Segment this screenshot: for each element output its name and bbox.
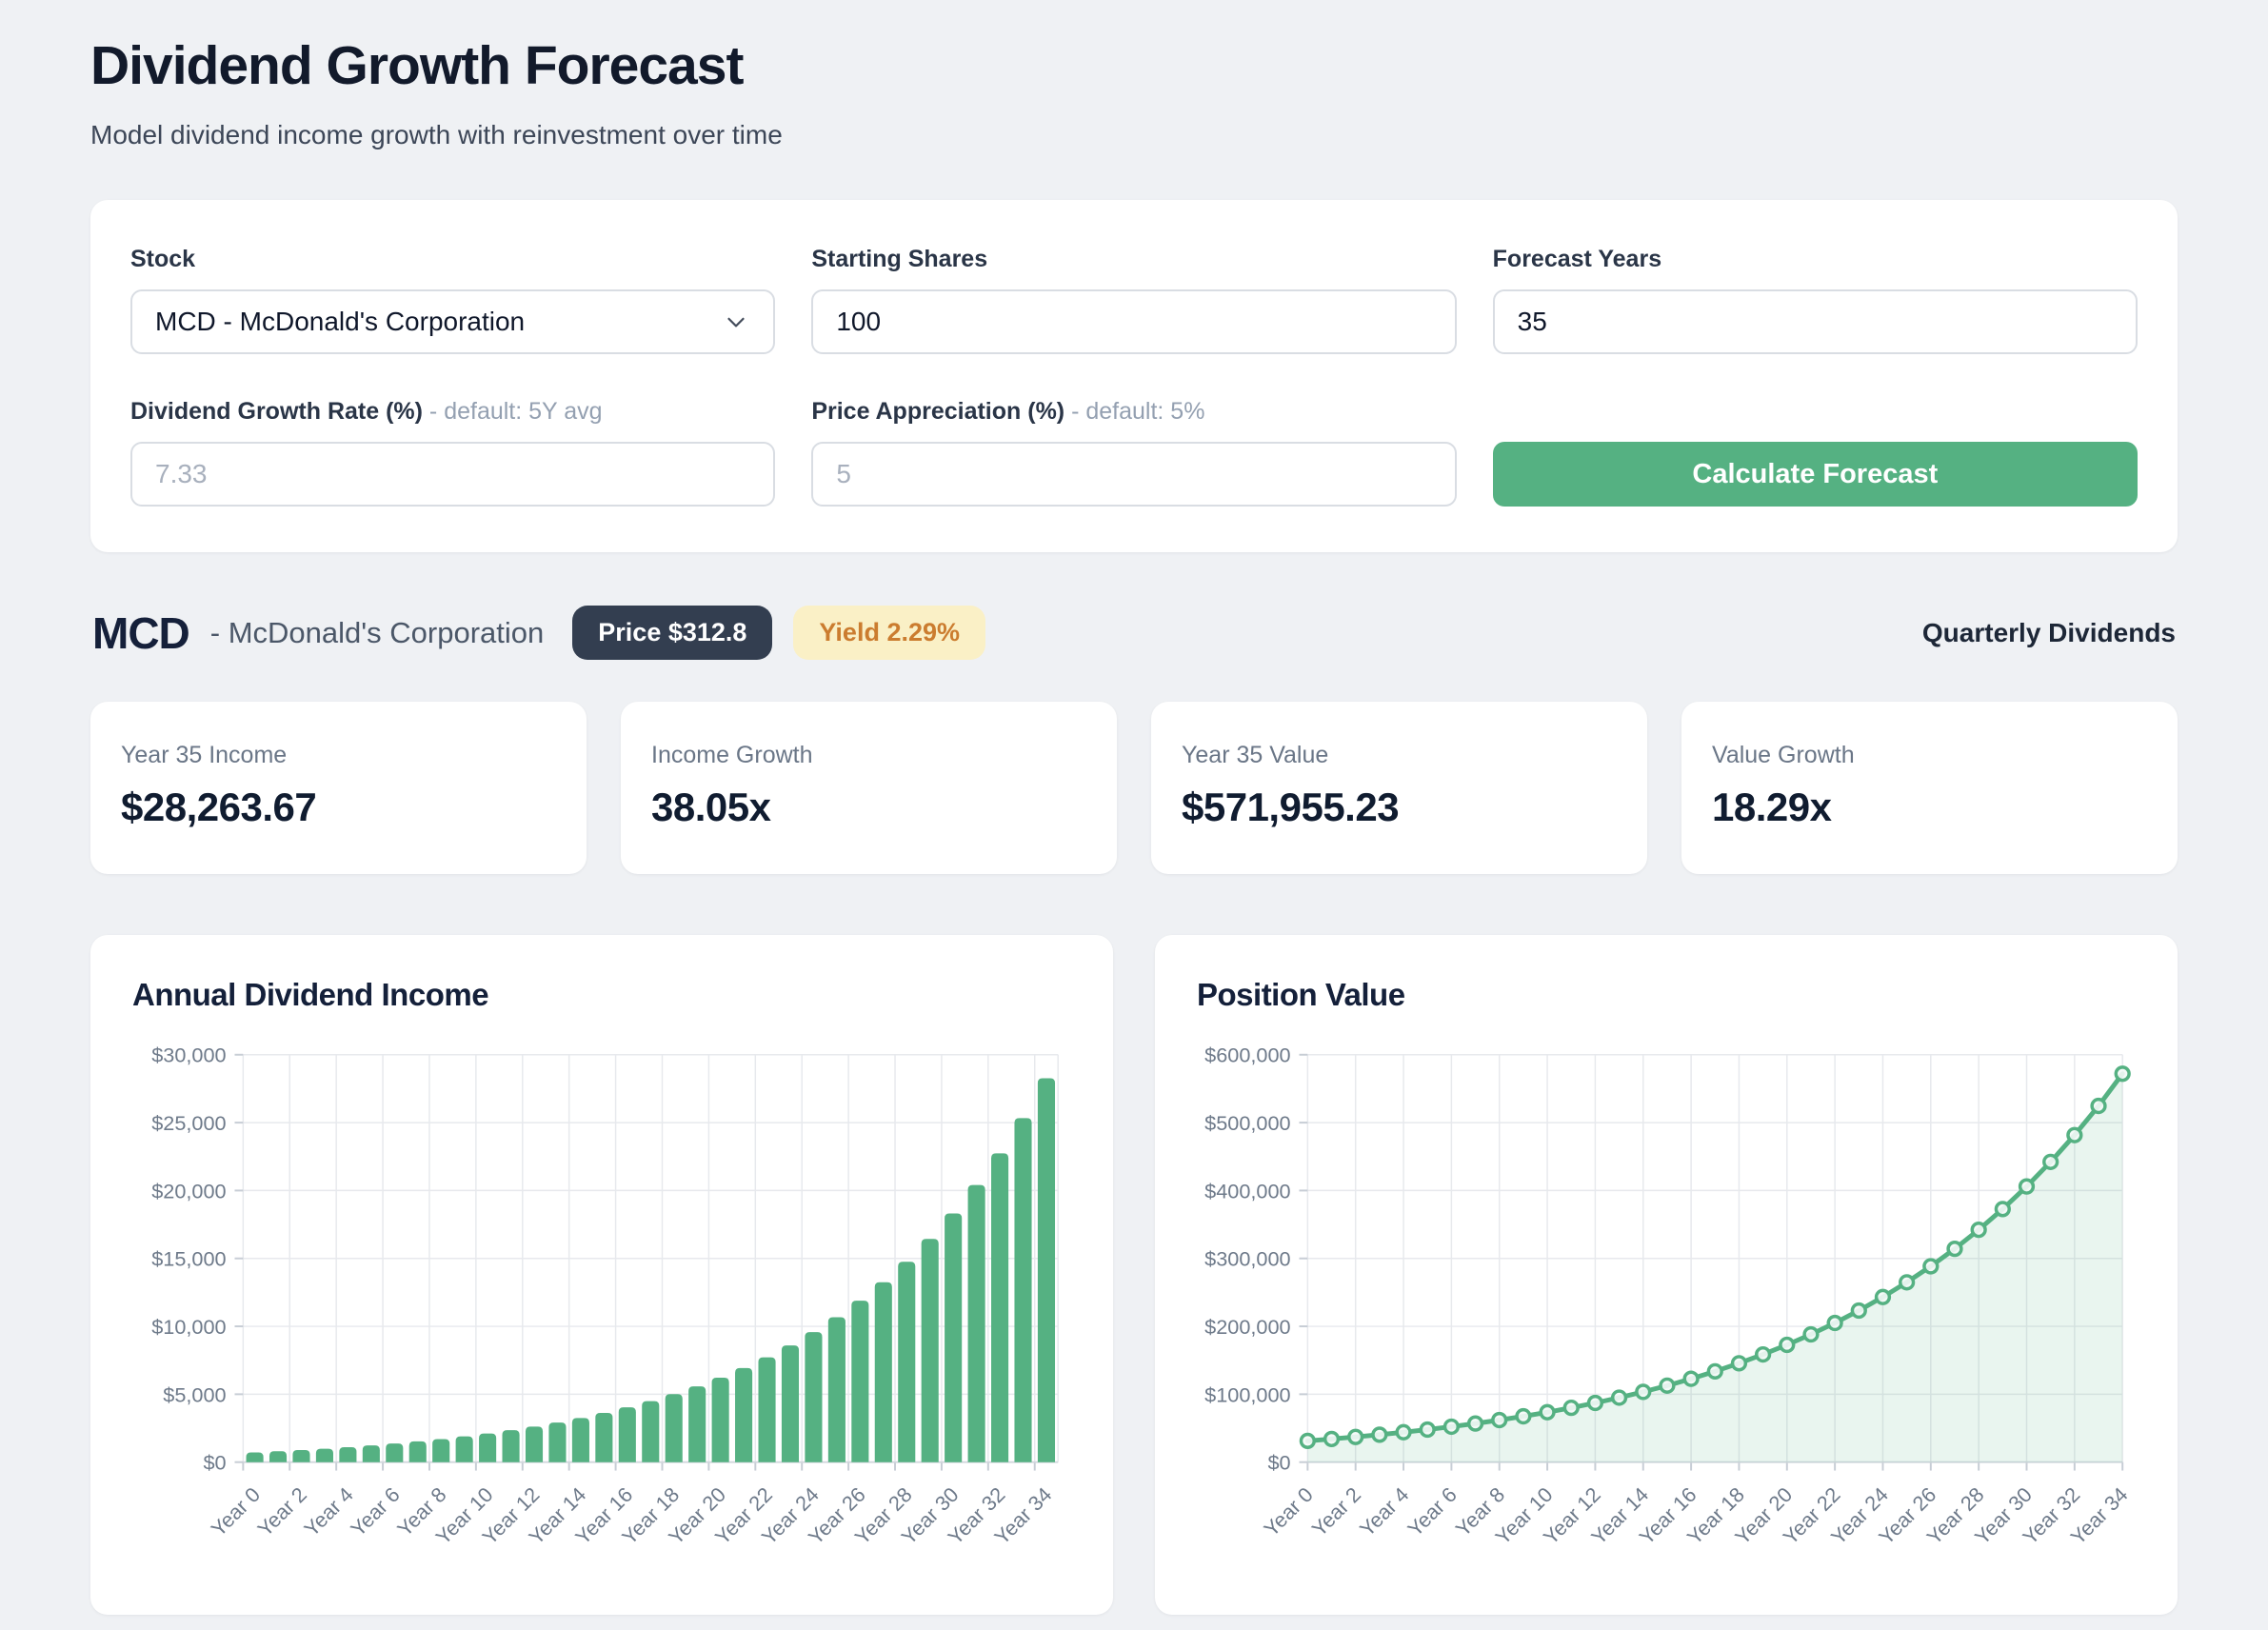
dividend-growth-label: Dividend Growth Rate (%) - default: 5Y a…	[130, 398, 775, 426]
annual-dividend-income-chart: $0 $5,000 $10,000 $15,000 $20,000 $25,000 $30,…	[151, 1044, 1059, 1549]
svg-text:$15,000: $15,000	[151, 1247, 226, 1271]
dividend-growth-hint: - default: 5Y avg	[428, 398, 603, 425]
price-appreciation-label: Price Appreciation (%) - default: 5%	[811, 398, 1456, 426]
svg-text:$500,000: $500,000	[1204, 1111, 1290, 1135]
forecast-years-input[interactable]	[1492, 289, 2138, 354]
page-title: Dividend Growth Forecast	[90, 35, 744, 96]
svg-text:$30,000: $30,000	[151, 1044, 226, 1067]
stats-row: Year 35 Income $28,263.67 Income Growth …	[90, 702, 2178, 874]
stock-label: Stock	[130, 246, 775, 273]
svg-text:Year 4: Year 4	[1355, 1482, 1413, 1541]
stock-ticker: MCD	[92, 607, 190, 658]
starting-shares-label: Starting Shares	[811, 246, 1456, 273]
svg-text:Year 2: Year 2	[252, 1482, 310, 1541]
stat-label: Value Growth	[1712, 742, 1855, 768]
svg-text:$400,000: $400,000	[1204, 1179, 1290, 1203]
price-appreciation-input[interactable]	[811, 442, 1457, 507]
stock-select-value: MCD - McDonald's Corporation	[155, 307, 526, 336]
stat-label: Income Growth	[651, 742, 813, 768]
svg-text:$25,000: $25,000	[151, 1111, 226, 1135]
charts-row: Annual Dividend Income $0 $5,000 $10,000 $1…	[90, 935, 2178, 1630]
svg-text:Year 4: Year 4	[299, 1482, 357, 1541]
annual-dividend-income-card: Annual Dividend Income $0 $5,000 $10,000 $1…	[90, 935, 1113, 1615]
chevron-down-icon	[727, 317, 745, 328]
price-appreciation-hint: - default: 5%	[1071, 398, 1205, 425]
dividend-growth-input[interactable]	[130, 442, 776, 507]
stock-field: Stock MCD - McDonald's Corporation	[130, 246, 776, 354]
svg-text:Year 2: Year 2	[1307, 1482, 1365, 1541]
svg-text:$10,000: $10,000	[151, 1315, 226, 1339]
stat-card-income-growth: Income Growth 38.05x	[621, 702, 1117, 874]
forecast-form-card: Stock MCD - McDonald's Corporation Start…	[90, 200, 2178, 552]
stat-value: $28,263.67	[121, 785, 317, 829]
svg-text:$5,000: $5,000	[163, 1382, 226, 1406]
svg-text:Year 0: Year 0	[1259, 1482, 1317, 1541]
price-badge: Price $312.8	[572, 606, 773, 660]
forecast-years-field: Forecast Years	[1492, 246, 2138, 354]
page-subtitle: Model dividend income growth with reinve…	[90, 120, 783, 149]
forecast-years-label: Forecast Years	[1493, 246, 2138, 273]
stat-value: $571,955.23	[1182, 785, 1400, 829]
svg-text:$200,000: $200,000	[1204, 1315, 1290, 1339]
svg-text:$300,000: $300,000	[1204, 1247, 1290, 1271]
stat-card-year-35-value: Year 35 Value $571,955.23	[1151, 702, 1647, 874]
price-appreciation-label-text: Price Appreciation (%)	[811, 398, 1065, 425]
stat-label: Year 35 Income	[121, 742, 288, 768]
svg-text:$600,000: $600,000	[1204, 1044, 1290, 1067]
chart-title-annual-dividend-income: Annual Dividend Income	[132, 977, 489, 1012]
svg-text:$20,000: $20,000	[151, 1179, 226, 1203]
dividend-frequency-label: Quarterly Dividends	[1921, 617, 2176, 647]
forecast-form-grid: Stock MCD - McDonald's Corporation Start…	[130, 246, 2138, 507]
svg-text:$0: $0	[203, 1451, 226, 1475]
submit-field: Calculate Forecast	[1492, 398, 2138, 507]
stat-label: Year 35 Value	[1182, 742, 1329, 768]
chart-title-position-value: Position Value	[1197, 977, 1405, 1012]
stat-card-value-growth: Value Growth 18.29x	[1681, 702, 2178, 874]
stat-value: 18.29x	[1712, 785, 1832, 829]
result-header: MCD - McDonald's Corporation Price $312.…	[92, 606, 2176, 660]
svg-text:$0: $0	[1267, 1451, 1290, 1475]
position-value-card: Position Value $0 $100,000 $200,000 $300,00…	[1155, 935, 2178, 1615]
calculate-forecast-button[interactable]: Calculate Forecast	[1492, 442, 2138, 507]
forecast-years-label-text: Forecast Years	[1492, 246, 1662, 272]
stat-value: 38.05x	[651, 785, 771, 829]
svg-text:Year 6: Year 6	[1403, 1482, 1461, 1541]
position-value-chart: $0 $100,000 $200,000 $300,000 $400,000 $500,0…	[1204, 1044, 2132, 1549]
stat-card-year-35-income: Year 35 Income $28,263.67	[90, 702, 587, 874]
svg-text:$100,000: $100,000	[1204, 1382, 1290, 1406]
dividend-growth-field: Dividend Growth Rate (%) - default: 5Y a…	[130, 398, 776, 507]
dividend-growth-label-text: Dividend Growth Rate (%)	[130, 398, 423, 425]
starting-shares-input[interactable]	[811, 289, 1457, 354]
price-appreciation-field: Price Appreciation (%) - default: 5%	[811, 398, 1457, 507]
yield-badge: Yield 2.29%	[793, 606, 985, 660]
starting-shares-field: Starting Shares	[811, 246, 1457, 354]
svg-text:Year 6: Year 6	[346, 1482, 404, 1541]
company-name: - McDonald's Corporation	[209, 615, 545, 649]
stock-label-text: Stock	[130, 246, 196, 272]
stock-select[interactable]: MCD - McDonald's Corporation	[130, 289, 776, 354]
starting-shares-label-text: Starting Shares	[811, 246, 988, 272]
svg-text:Year 0: Year 0	[207, 1482, 265, 1541]
